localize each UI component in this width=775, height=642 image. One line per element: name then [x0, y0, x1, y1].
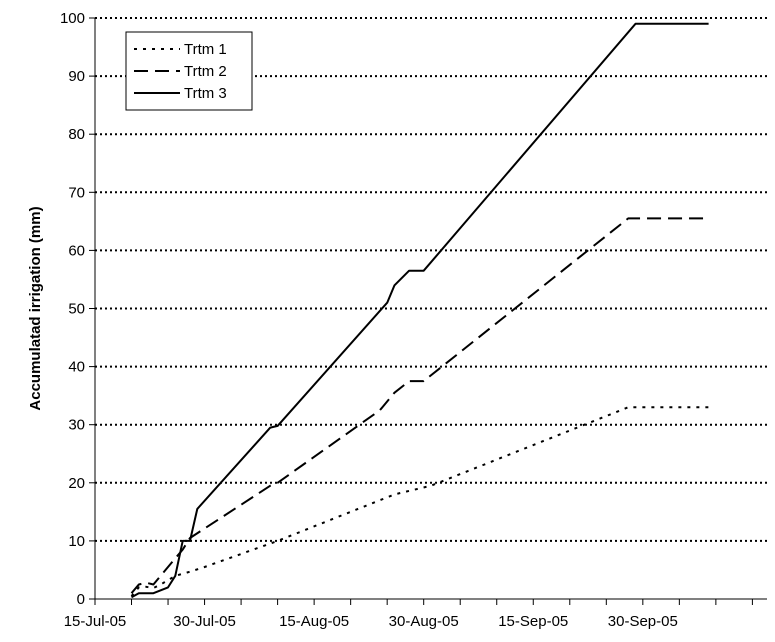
legend-label-1: Trtm 1 [184, 41, 227, 58]
tick-labels: 0 10 20 30 40 50 60 70 80 90 100 15-Jul-05 30-Jul-05… [60, 10, 678, 630]
y-tick-label-20: 20 [68, 475, 85, 492]
y-tick-label-100: 100 [60, 10, 85, 27]
y-tick-label-70: 70 [68, 184, 85, 201]
y-tick-label-30: 30 [68, 417, 85, 434]
y-tick-label-60: 60 [68, 242, 85, 259]
legend: Trtm 1 Trtm 2 Trtm 3 [125, 31, 253, 111]
y-tick-label-80: 80 [68, 126, 85, 143]
x-tick-label: 30-Jul-05 [173, 613, 236, 630]
y-axis-title: Accumulatad irrigation (mm) [27, 206, 44, 410]
gridlines [95, 17, 767, 542]
series-line-3 [131, 22, 709, 599]
legend-label-3: Trtm 3 [184, 85, 227, 102]
x-tick-label: 15-Sep-05 [498, 613, 568, 630]
series-line-1 [130, 406, 709, 597]
legend-label-2: Trtm 2 [184, 63, 227, 80]
y-tick-label-0: 0 [77, 591, 85, 608]
y-tick-label-10: 10 [68, 533, 85, 550]
x-tick-label: 15-Aug-05 [279, 613, 349, 630]
series-line-2 [130, 217, 709, 594]
x-tick-label: 30-Aug-05 [389, 613, 459, 630]
y-tick-label-40: 40 [68, 359, 85, 376]
x-tick-label: 30-Sep-05 [608, 613, 678, 630]
x-tick-label: 15-Jul-05 [64, 613, 127, 630]
series-lines [130, 22, 709, 599]
y-tick-label-90: 90 [68, 68, 85, 85]
axes [89, 17, 767, 605]
y-tick-label-50: 50 [68, 301, 85, 318]
